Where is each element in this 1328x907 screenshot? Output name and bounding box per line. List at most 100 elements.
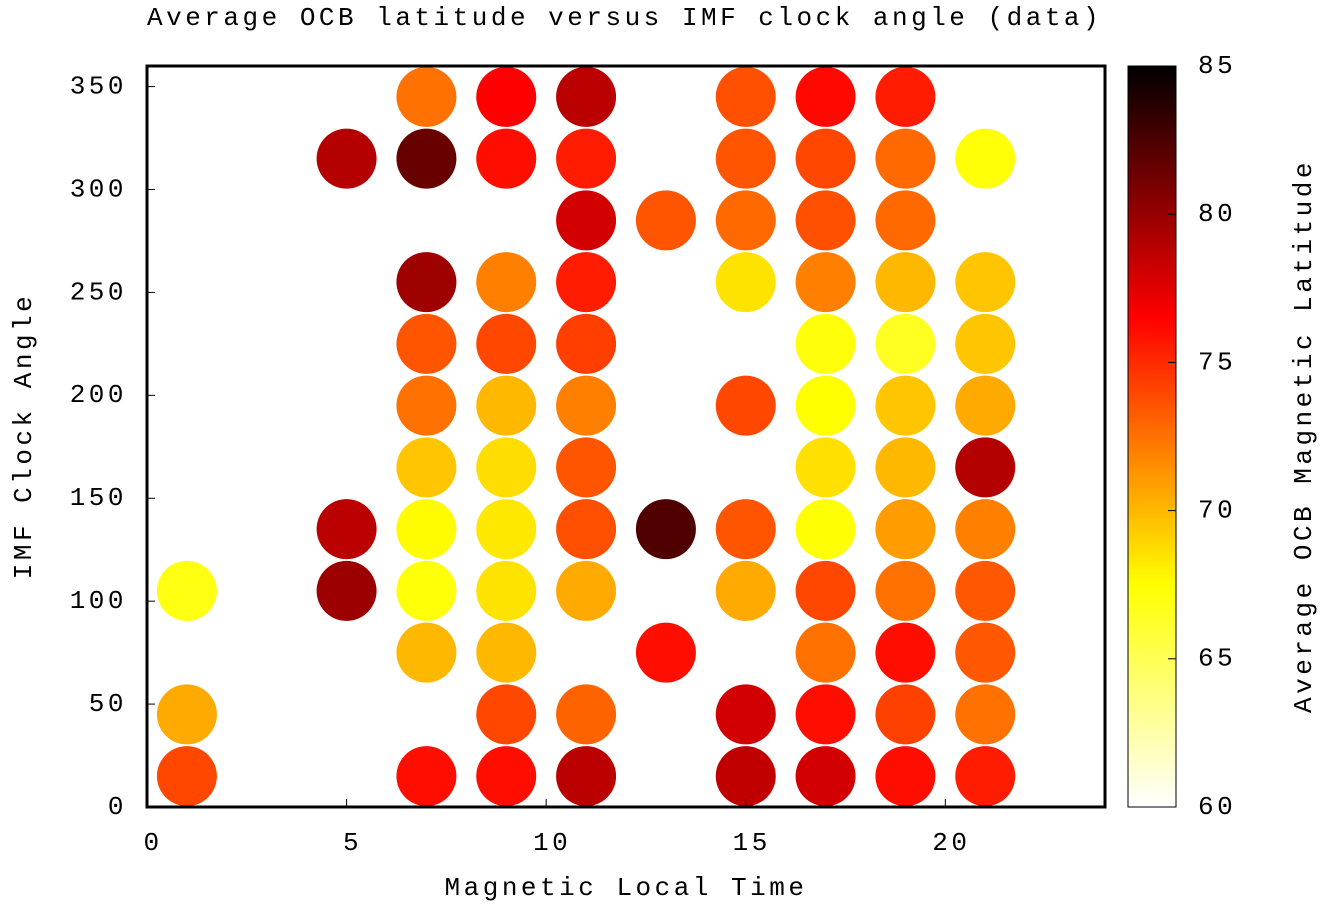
point xyxy=(476,66,537,127)
point xyxy=(715,252,776,313)
point xyxy=(556,746,617,807)
point xyxy=(556,684,617,745)
colorbar-tick-label: 80 xyxy=(1198,199,1236,229)
colorbar-tick-label: 85 xyxy=(1198,51,1236,81)
point xyxy=(715,684,776,745)
point xyxy=(476,128,537,189)
point xyxy=(955,622,1016,683)
point xyxy=(795,190,856,251)
colorbar-tick-label: 65 xyxy=(1198,644,1236,674)
point xyxy=(955,437,1016,498)
x-tick-label: 10 xyxy=(533,828,571,858)
point xyxy=(556,375,617,436)
point xyxy=(795,128,856,189)
point xyxy=(396,560,457,621)
y-tick-label: 150 xyxy=(70,483,127,513)
point xyxy=(795,560,856,621)
point xyxy=(556,313,617,374)
point xyxy=(715,499,776,560)
point xyxy=(875,190,936,251)
point xyxy=(396,437,457,498)
point xyxy=(875,128,936,189)
colorbar xyxy=(1127,65,1177,808)
colorbar-label: Average OCB Magnetic Latitude xyxy=(1289,159,1319,713)
colorbar-tick-label: 70 xyxy=(1198,495,1236,525)
x-axis-label: Magnetic Local Time xyxy=(445,873,808,903)
point xyxy=(875,560,936,621)
point xyxy=(715,128,776,189)
point xyxy=(875,313,936,374)
point xyxy=(156,560,217,621)
point xyxy=(316,560,377,621)
point xyxy=(396,622,457,683)
point xyxy=(635,622,696,683)
point xyxy=(875,499,936,560)
point xyxy=(715,746,776,807)
point xyxy=(396,66,457,127)
point xyxy=(795,437,856,498)
point xyxy=(795,499,856,560)
point xyxy=(396,746,457,807)
point xyxy=(635,190,696,251)
point xyxy=(156,746,217,807)
x-tick-label: 15 xyxy=(733,828,771,858)
point xyxy=(476,560,537,621)
y-tick-label: 300 xyxy=(70,174,127,204)
point xyxy=(875,252,936,313)
point xyxy=(476,746,537,807)
point xyxy=(795,375,856,436)
point xyxy=(795,684,856,745)
point xyxy=(556,560,617,621)
point xyxy=(476,375,537,436)
point xyxy=(795,252,856,313)
point xyxy=(396,499,457,560)
point xyxy=(476,499,537,560)
y-tick-label: 50 xyxy=(89,689,127,719)
point xyxy=(635,499,696,560)
y-tick-label: 100 xyxy=(70,586,127,616)
x-tick-label: 20 xyxy=(932,828,970,858)
y-axis-label: IMF Clock Angle xyxy=(9,293,39,580)
point xyxy=(955,252,1016,313)
point xyxy=(955,313,1016,374)
chart-title: Average OCB latitude versus IMF clock an… xyxy=(147,3,1102,33)
point xyxy=(715,190,776,251)
point xyxy=(795,622,856,683)
point xyxy=(396,252,457,313)
point xyxy=(955,746,1016,807)
point xyxy=(476,437,537,498)
point xyxy=(955,128,1016,189)
point xyxy=(316,499,377,560)
point xyxy=(316,128,377,189)
point xyxy=(556,66,617,127)
point xyxy=(476,684,537,745)
point xyxy=(156,684,217,745)
point xyxy=(556,252,617,313)
point xyxy=(955,375,1016,436)
point xyxy=(476,252,537,313)
point xyxy=(396,375,457,436)
point xyxy=(476,313,537,374)
x-tick-label: 0 xyxy=(143,828,162,858)
y-tick-label: 250 xyxy=(70,277,127,307)
point xyxy=(396,128,457,189)
point xyxy=(556,437,617,498)
point xyxy=(795,746,856,807)
x-tick-label: 5 xyxy=(343,828,362,858)
point xyxy=(396,313,457,374)
point xyxy=(875,437,936,498)
point xyxy=(476,622,537,683)
point xyxy=(556,128,617,189)
point xyxy=(795,66,856,127)
point xyxy=(875,66,936,127)
point xyxy=(715,66,776,127)
point xyxy=(955,684,1016,745)
point xyxy=(955,499,1016,560)
point xyxy=(875,684,936,745)
y-tick-label: 200 xyxy=(70,380,127,410)
colorbar-tick-label: 75 xyxy=(1198,347,1236,377)
point xyxy=(875,746,936,807)
point xyxy=(875,375,936,436)
point xyxy=(556,499,617,560)
